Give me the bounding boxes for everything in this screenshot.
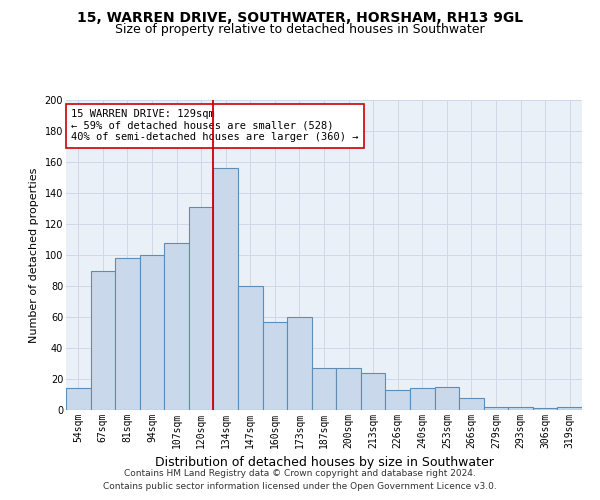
Bar (557, 407, 582, 410)
Bar (385, 390, 410, 410)
Bar (484, 407, 508, 410)
Y-axis label: Number of detached properties: Number of detached properties (29, 168, 39, 342)
Text: Size of property relative to detached houses in Southwater: Size of property relative to detached ho… (115, 24, 485, 36)
Bar (459, 398, 484, 410)
Bar (189, 207, 214, 410)
Text: 15, WARREN DRIVE, SOUTHWATER, HORSHAM, RH13 9GL: 15, WARREN DRIVE, SOUTHWATER, HORSHAM, R… (77, 11, 523, 25)
Bar (115, 258, 140, 410)
Bar (336, 368, 361, 410)
Bar (91, 270, 115, 410)
X-axis label: Distribution of detached houses by size in Southwater: Distribution of detached houses by size … (155, 456, 493, 469)
Text: Contains HM Land Registry data © Crown copyright and database right 2024.: Contains HM Land Registry data © Crown c… (124, 468, 476, 477)
Bar (361, 373, 385, 410)
Bar (312, 368, 336, 410)
Bar (263, 322, 287, 410)
Text: 15 WARREN DRIVE: 129sqm
← 59% of detached houses are smaller (528)
40% of semi-d: 15 WARREN DRIVE: 129sqm ← 59% of detache… (71, 110, 359, 142)
Bar (533, 408, 557, 410)
Bar (287, 317, 312, 410)
Bar (434, 387, 459, 410)
Text: Contains public sector information licensed under the Open Government Licence v3: Contains public sector information licen… (103, 482, 497, 491)
Bar (66, 388, 91, 410)
Bar (508, 407, 533, 410)
Bar (164, 242, 189, 410)
Bar (214, 168, 238, 410)
Bar (238, 286, 263, 410)
Bar (410, 388, 434, 410)
Bar (140, 255, 164, 410)
